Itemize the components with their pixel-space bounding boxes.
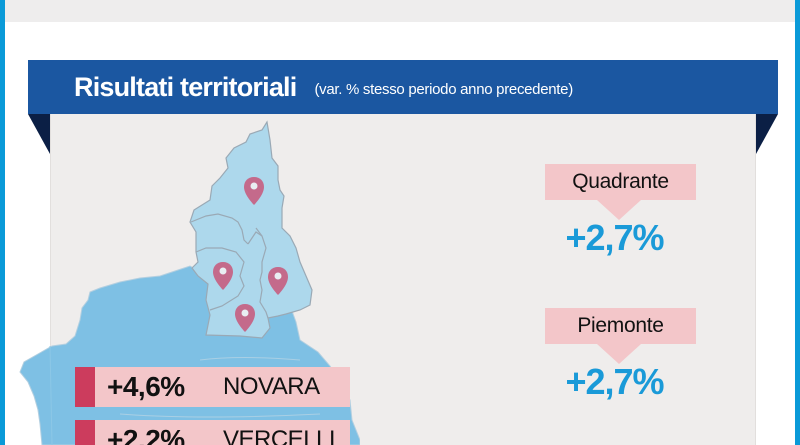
callout-label-box: Piemonte (545, 308, 696, 344)
territory-name: NOVARA (223, 373, 320, 400)
callout-arrow (597, 200, 641, 220)
territory-pct: +2,2% (107, 424, 185, 445)
callout-value: +2,7% (565, 217, 664, 258)
section-title: Risultati territoriali (74, 71, 297, 102)
section-subtitle: (var. % stesso periodo anno precedente) (314, 80, 573, 98)
territory-row-novara: +4,6% NOVARA (75, 367, 350, 407)
map-pin-icon (244, 177, 264, 205)
row-accent-bar (75, 367, 95, 407)
callout-arrow (597, 344, 641, 364)
territory-pct: +4,6% (107, 371, 185, 402)
territory-row-vercelli: +2,2% VERCELLI (75, 420, 350, 445)
map-pin-icon (213, 262, 233, 290)
callout-piemonte: Piemonte +2,7% (545, 308, 696, 403)
map-pin-icon (268, 267, 288, 295)
callout-label-box: Quadrante (545, 164, 696, 200)
callout-label: Piemonte (577, 314, 664, 337)
row-accent-bar (75, 420, 95, 445)
callout-quadrante: Quadrante +2,7% (545, 164, 696, 259)
right-edge-strip (795, 0, 800, 445)
territory-name: VERCELLI (223, 426, 336, 445)
banner-fold-left (28, 114, 50, 154)
callout-value: +2,7% (565, 361, 664, 402)
map-pin-icon (235, 304, 255, 332)
left-edge-strip (0, 0, 5, 445)
map-region-quadrante (189, 120, 313, 339)
top-strip (5, 0, 795, 22)
section-banner: Risultati territoriali (var. % stesso pe… (28, 60, 778, 114)
banner-fold-right (756, 114, 778, 154)
callout-label: Quadrante (572, 170, 669, 193)
